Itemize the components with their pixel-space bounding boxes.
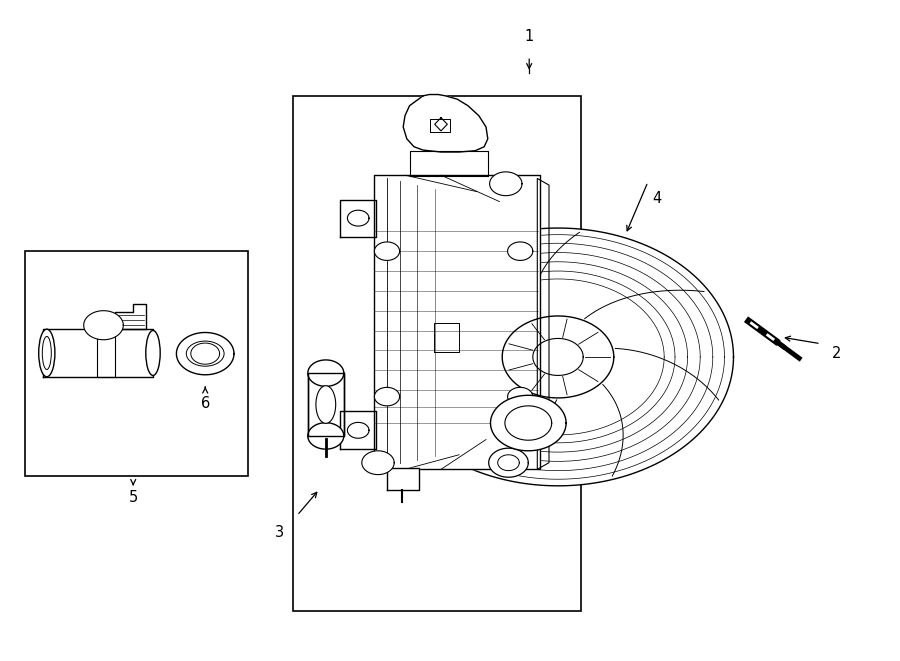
Polygon shape (374, 387, 400, 406)
Polygon shape (403, 95, 488, 152)
Polygon shape (508, 242, 533, 260)
Polygon shape (340, 200, 376, 237)
Polygon shape (374, 175, 540, 469)
Polygon shape (374, 242, 400, 260)
Polygon shape (362, 451, 394, 475)
Text: 2: 2 (832, 346, 842, 361)
Text: 5: 5 (129, 490, 138, 504)
Polygon shape (347, 210, 369, 226)
Ellipse shape (186, 341, 224, 366)
Polygon shape (498, 455, 519, 471)
Polygon shape (308, 423, 344, 449)
Polygon shape (410, 151, 488, 176)
Ellipse shape (42, 336, 51, 369)
Polygon shape (533, 338, 583, 375)
Polygon shape (176, 332, 234, 375)
Polygon shape (502, 316, 614, 398)
Text: 4: 4 (652, 191, 662, 206)
Polygon shape (382, 228, 734, 486)
Polygon shape (441, 271, 675, 443)
Polygon shape (392, 235, 724, 479)
Polygon shape (308, 373, 344, 436)
Text: 1: 1 (525, 29, 534, 44)
Polygon shape (84, 311, 123, 340)
Text: 3: 3 (274, 525, 284, 539)
Polygon shape (347, 422, 369, 438)
Text: 6: 6 (201, 396, 210, 410)
Polygon shape (308, 360, 344, 386)
Polygon shape (351, 178, 547, 469)
Polygon shape (505, 406, 552, 440)
Polygon shape (489, 448, 528, 477)
Polygon shape (340, 411, 376, 449)
Polygon shape (403, 243, 713, 471)
Polygon shape (508, 387, 533, 406)
Ellipse shape (316, 385, 336, 423)
Polygon shape (490, 172, 522, 196)
Bar (25, 251, 248, 476)
Ellipse shape (39, 329, 55, 377)
Polygon shape (387, 468, 418, 490)
Polygon shape (191, 343, 220, 364)
Polygon shape (428, 262, 688, 452)
Bar (292, 96, 580, 611)
Polygon shape (115, 304, 146, 329)
Polygon shape (43, 329, 153, 377)
Ellipse shape (146, 330, 160, 375)
Polygon shape (491, 395, 566, 451)
Polygon shape (416, 253, 700, 461)
Polygon shape (452, 279, 664, 435)
